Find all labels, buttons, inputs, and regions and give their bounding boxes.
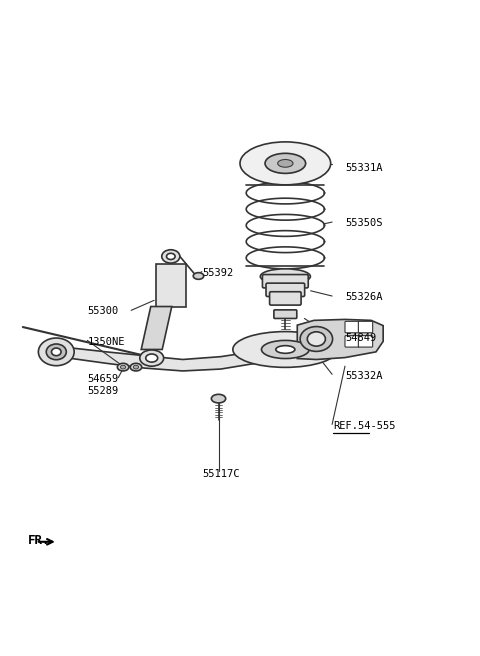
Ellipse shape <box>120 365 126 369</box>
FancyBboxPatch shape <box>263 275 308 288</box>
Ellipse shape <box>265 154 306 173</box>
Ellipse shape <box>278 159 293 167</box>
Text: FR.: FR. <box>28 534 50 547</box>
FancyBboxPatch shape <box>359 336 372 347</box>
Ellipse shape <box>307 332 325 346</box>
Text: 55331A: 55331A <box>345 163 383 173</box>
Text: 55300: 55300 <box>87 306 119 316</box>
Text: 55117C: 55117C <box>202 468 240 479</box>
Ellipse shape <box>130 363 142 371</box>
Ellipse shape <box>233 331 338 367</box>
Text: 55326A: 55326A <box>345 292 383 302</box>
Ellipse shape <box>133 365 139 369</box>
Text: REF.54-555: REF.54-555 <box>333 421 396 431</box>
FancyBboxPatch shape <box>345 321 360 333</box>
Ellipse shape <box>240 142 331 185</box>
Ellipse shape <box>38 338 74 365</box>
Ellipse shape <box>117 363 129 371</box>
Text: 55289: 55289 <box>87 386 119 396</box>
Ellipse shape <box>51 348 61 356</box>
Ellipse shape <box>193 273 204 279</box>
Ellipse shape <box>262 340 309 359</box>
Ellipse shape <box>167 253 175 260</box>
Text: 54659: 54659 <box>87 374 119 384</box>
Ellipse shape <box>162 250 180 263</box>
Ellipse shape <box>146 354 157 362</box>
FancyBboxPatch shape <box>359 321 372 333</box>
Ellipse shape <box>300 327 333 352</box>
Polygon shape <box>141 306 172 350</box>
Text: 55332A: 55332A <box>345 371 383 380</box>
Text: 54849: 54849 <box>345 333 376 342</box>
Polygon shape <box>156 264 186 306</box>
Ellipse shape <box>140 350 164 366</box>
Ellipse shape <box>46 344 66 359</box>
FancyBboxPatch shape <box>266 283 305 297</box>
Polygon shape <box>72 343 336 371</box>
FancyBboxPatch shape <box>345 336 360 347</box>
Text: 55392: 55392 <box>202 268 233 278</box>
FancyBboxPatch shape <box>274 310 297 318</box>
Text: 1350NE: 1350NE <box>87 337 125 347</box>
Ellipse shape <box>211 394 226 403</box>
Ellipse shape <box>260 269 311 284</box>
Text: 55350S: 55350S <box>345 218 383 228</box>
Ellipse shape <box>276 346 295 354</box>
FancyBboxPatch shape <box>270 292 301 305</box>
Polygon shape <box>297 319 383 359</box>
